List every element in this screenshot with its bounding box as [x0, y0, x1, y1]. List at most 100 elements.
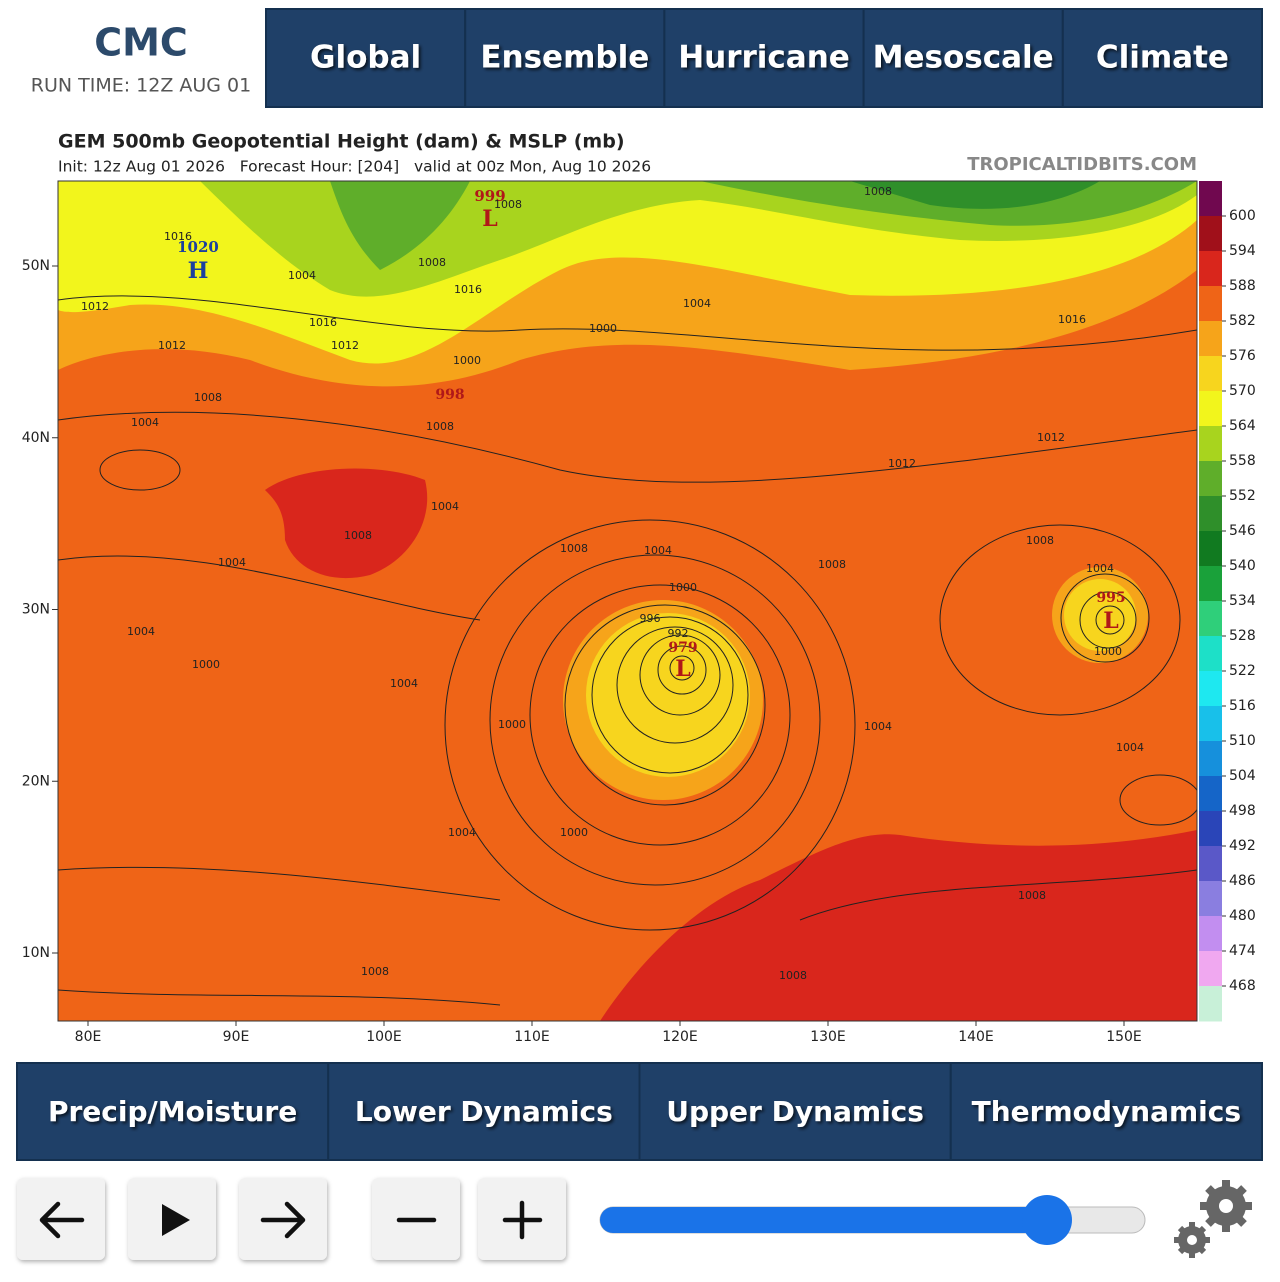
nav-tab-bg: [16, 1062, 330, 1161]
pressure-system-label: 999: [474, 187, 505, 205]
top-nav: Global Ensemble Hurricane Mesoscale Climate: [265, 8, 1264, 108]
colorbar-segment: [1199, 916, 1222, 952]
lat-label: 40N: [22, 430, 50, 446]
colorbar-label: 552: [1229, 488, 1256, 504]
height-558: [850, 181, 1100, 209]
controls: [17, 1178, 566, 1260]
map-credit: TROPICALTIDBITS.COM: [967, 154, 1197, 175]
height-588-west: [265, 468, 428, 579]
isobar-label: 1000: [589, 322, 617, 335]
lat-label: 30N: [22, 602, 50, 618]
pressure-system-label: L: [675, 656, 690, 682]
nav-tab[interactable]: Global: [265, 8, 467, 108]
isobar-label: 1000: [1094, 645, 1122, 658]
time-slider[interactable]: [599, 1195, 1146, 1245]
zoom-in-button[interactable]: [478, 1178, 566, 1260]
nav-tab[interactable]: Ensemble: [464, 8, 666, 108]
isobar-label: 1004: [683, 297, 711, 310]
nav-tab[interactable]: Hurricane: [663, 8, 865, 108]
nav-tab[interactable]: Precip/Moisture: [16, 1062, 330, 1161]
nav-tab-label: Lower Dynamics: [355, 1095, 613, 1128]
isobar-label: 1008: [361, 965, 389, 978]
pressure-system-label: L: [1103, 608, 1118, 634]
colorbar-segment: [1199, 741, 1222, 777]
isobar-label: 1012: [81, 300, 109, 313]
isobar-label: 1008: [194, 391, 222, 404]
isobar-label: 1004: [431, 500, 459, 513]
colorbar-segment: [1199, 986, 1222, 1022]
isobar-label: 1004: [864, 720, 892, 733]
colorbar-segment: [1199, 811, 1222, 847]
colorbar-segment: [1199, 461, 1222, 497]
colorbar-segment: [1199, 356, 1222, 392]
lon-label: 100E: [366, 1029, 402, 1045]
nav-tab[interactable]: Lower Dynamics: [327, 1062, 641, 1161]
nav-tab-bg: [949, 1062, 1263, 1161]
nav-tab-bg: [638, 1062, 952, 1161]
colorbar-segment: [1199, 601, 1222, 637]
colorbar-label: 540: [1229, 558, 1256, 574]
colorbar-segment: [1199, 391, 1222, 427]
next-button[interactable]: [239, 1178, 327, 1260]
isobar-label: 1008: [494, 198, 522, 211]
colorbar-segment: [1199, 286, 1222, 322]
isobar-label: 996: [640, 612, 661, 625]
colorbar-label: 510: [1229, 733, 1256, 749]
isobar-label: 1008: [560, 542, 588, 555]
colorbar-label: 576: [1229, 348, 1256, 364]
isobar-label: 1016: [454, 283, 482, 296]
play-button[interactable]: [128, 1178, 216, 1260]
isobar-label: 1000: [560, 826, 588, 839]
colorbar-segment: [1199, 776, 1222, 812]
isobar-label: 1004: [218, 556, 246, 569]
nav-tab-label: Upper Dynamics: [666, 1095, 924, 1128]
slider-thumb[interactable]: [1022, 1195, 1072, 1245]
run-time: RUN TIME: 12Z AUG 01: [31, 75, 252, 97]
isobar-label: 1004: [1086, 562, 1114, 575]
lon-label: 110E: [514, 1029, 550, 1045]
isobar-label: 1016: [164, 230, 192, 243]
nav-tab-label: Global: [310, 40, 421, 76]
isobar-label: 992: [668, 627, 689, 640]
bottom-nav: Precip/Moisture Lower Dynamics Upper Dynam…: [16, 1062, 1263, 1161]
colorbar-segment: [1199, 566, 1222, 602]
isobar-label: 1000: [498, 718, 526, 731]
isobar-label: 1016: [1058, 313, 1086, 326]
lon-label: 140E: [958, 1029, 994, 1045]
zoom-out-button[interactable]: [372, 1178, 460, 1260]
nav-tab[interactable]: Thermodynamics: [949, 1062, 1263, 1161]
colorbar-label: 528: [1229, 628, 1256, 644]
pressure-system-label: 998: [435, 387, 464, 403]
nav-tab-label: Ensemble: [480, 40, 649, 76]
nav-tab-label: Hurricane: [678, 40, 850, 76]
colorbar-label: 474: [1229, 943, 1256, 959]
lon-label: 150E: [1106, 1029, 1142, 1045]
settings-button[interactable]: [1174, 1180, 1252, 1258]
map-frame: [57, 180, 1198, 1022]
nav-tab-bg: [1061, 8, 1264, 108]
nav-tab-bg: [327, 1062, 641, 1161]
nav-tab-bg: [862, 8, 1064, 108]
isobar-label: 1008: [426, 420, 454, 433]
isobar-label: 1008: [1026, 534, 1054, 547]
nav-tab[interactable]: Climate: [1061, 8, 1264, 108]
isobar-label: 1012: [331, 339, 359, 352]
colorbar-segment: [1199, 216, 1222, 252]
nav-tab[interactable]: Upper Dynamics: [638, 1062, 952, 1161]
map-subtitle: Init: 12z Aug 01 2026 Forecast Hour: [20…: [58, 158, 651, 176]
pressure-system-label: H: [188, 258, 209, 284]
isobar-label: 1000: [453, 354, 481, 367]
isobar-label: 1000: [669, 581, 697, 594]
isobar-label: 1004: [288, 269, 316, 282]
colorbar-label: 504: [1229, 768, 1256, 784]
isobar-label: 1004: [131, 416, 159, 429]
colorbar-label: 588: [1229, 278, 1256, 294]
nav-tab[interactable]: Mesoscale: [862, 8, 1064, 108]
colorbar: 600 594 588 582 576 570 564 558 552 546 540 534 528 5…: [1199, 181, 1256, 1022]
cyclone-inner: [586, 613, 750, 777]
colorbar-label: 492: [1229, 838, 1256, 854]
prev-button[interactable]: [17, 1178, 105, 1260]
colorbar-segment: [1199, 951, 1222, 987]
isobar-label: 1008: [818, 558, 846, 571]
